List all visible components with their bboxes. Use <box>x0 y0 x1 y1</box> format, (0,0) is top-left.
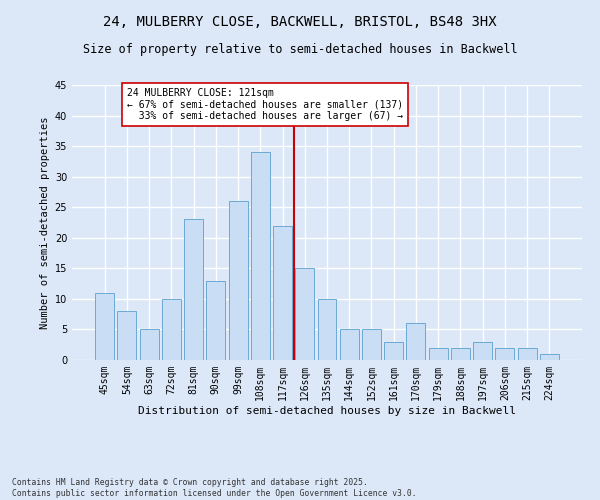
Text: 24, MULBERRY CLOSE, BACKWELL, BRISTOL, BS48 3HX: 24, MULBERRY CLOSE, BACKWELL, BRISTOL, B… <box>103 15 497 29</box>
Bar <box>273 226 292 360</box>
Text: 24 MULBERRY CLOSE: 121sqm
← 67% of semi-detached houses are smaller (137)
  33% : 24 MULBERRY CLOSE: 121sqm ← 67% of semi-… <box>127 88 403 122</box>
Bar <box>384 342 403 360</box>
Text: Contains HM Land Registry data © Crown copyright and database right 2025.
Contai: Contains HM Land Registry data © Crown c… <box>12 478 416 498</box>
Bar <box>162 299 181 360</box>
Bar <box>406 324 425 360</box>
Bar <box>429 348 448 360</box>
Text: Size of property relative to semi-detached houses in Backwell: Size of property relative to semi-detach… <box>83 42 517 56</box>
Bar <box>251 152 270 360</box>
Bar <box>184 220 203 360</box>
Bar <box>118 311 136 360</box>
Bar <box>473 342 492 360</box>
Bar <box>140 330 158 360</box>
Bar <box>206 280 225 360</box>
Bar <box>340 330 359 360</box>
Bar <box>95 293 114 360</box>
Y-axis label: Number of semi-detached properties: Number of semi-detached properties <box>40 116 50 329</box>
Bar <box>540 354 559 360</box>
Bar <box>496 348 514 360</box>
Bar <box>362 330 381 360</box>
Bar <box>518 348 536 360</box>
Bar <box>317 299 337 360</box>
X-axis label: Distribution of semi-detached houses by size in Backwell: Distribution of semi-detached houses by … <box>138 406 516 415</box>
Bar <box>451 348 470 360</box>
Bar <box>229 201 248 360</box>
Bar <box>295 268 314 360</box>
